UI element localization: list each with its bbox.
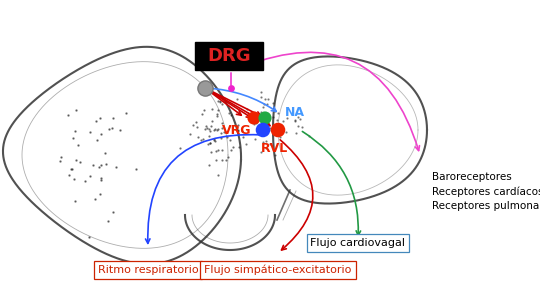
Point	[259, 128, 267, 133]
Text: DRG: DRG	[207, 47, 251, 65]
Point	[249, 116, 258, 120]
Text: VRG: VRG	[222, 123, 252, 136]
FancyArrowPatch shape	[145, 135, 260, 244]
Text: Flujo cardiovagal: Flujo cardiovagal	[310, 238, 406, 248]
Point	[201, 85, 210, 90]
Text: NA: NA	[285, 105, 305, 119]
FancyArrowPatch shape	[280, 140, 313, 250]
Text: Baroreceptores
Receptores cardíacos
Receptores pulmonares: Baroreceptores Receptores cardíacos Rece…	[432, 172, 540, 211]
FancyArrowPatch shape	[242, 52, 420, 150]
Point	[274, 128, 282, 133]
Point	[261, 116, 269, 120]
FancyArrowPatch shape	[302, 131, 361, 235]
Text: Ritmo respiratorio: Ritmo respiratorio	[98, 265, 198, 275]
FancyBboxPatch shape	[195, 42, 263, 70]
Text: Flujo simpático-excitatorio: Flujo simpático-excitatorio	[204, 265, 352, 275]
Text: RVL: RVL	[261, 141, 288, 154]
Point	[227, 85, 235, 90]
